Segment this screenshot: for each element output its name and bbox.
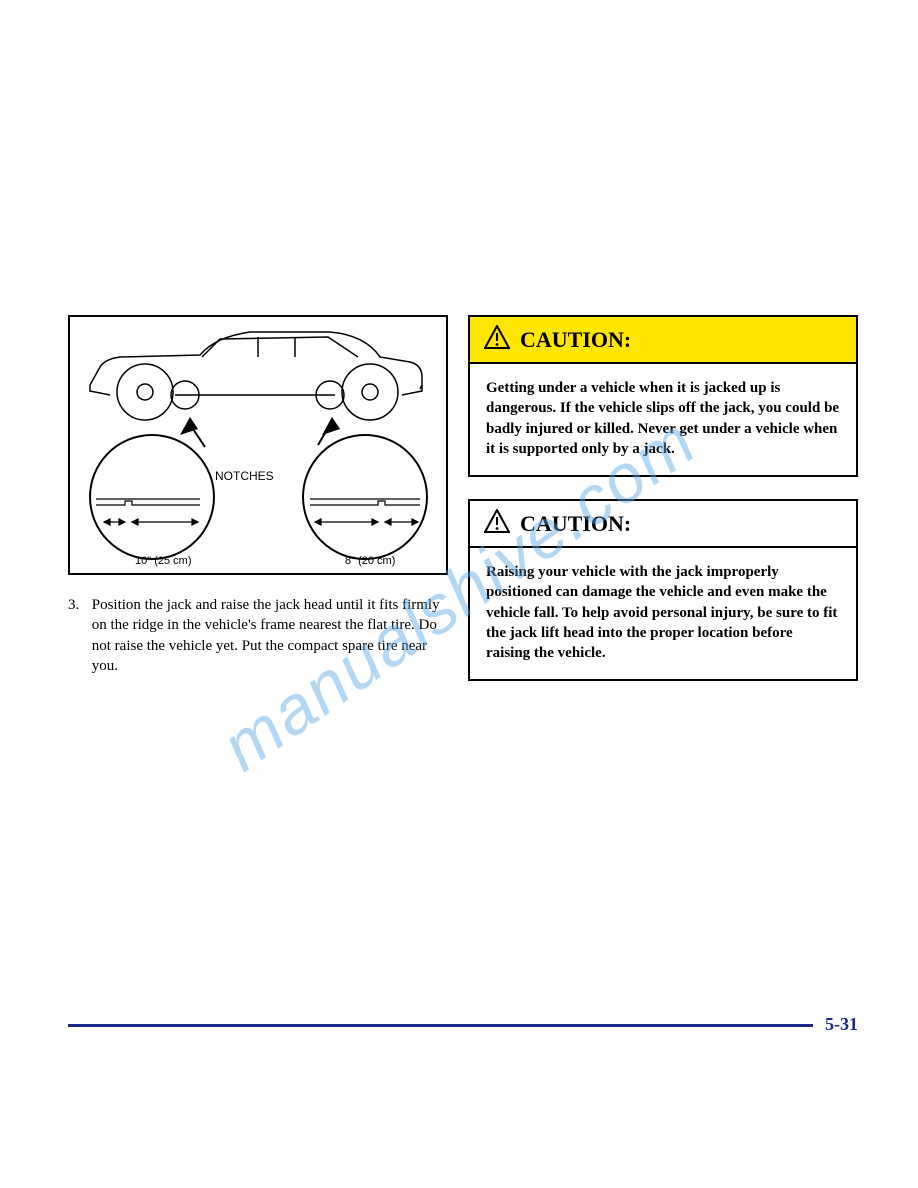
caution-box-1: CAUTION: Getting under a vehicle when it…	[468, 315, 858, 477]
jack-diagram: NOTCHES 10" (25 cm) 8" (20 cm)	[68, 315, 448, 575]
footer-rule	[68, 1024, 813, 1027]
right-column: CAUTION: Getting under a vehicle when it…	[468, 315, 858, 703]
notches-label: NOTCHES	[215, 469, 274, 483]
caution-header-1: CAUTION:	[470, 317, 856, 362]
caution-title-2: CAUTION:	[520, 511, 631, 537]
step-number: 3.	[68, 595, 88, 615]
dimension-left: 10" (25 cm)	[135, 555, 191, 567]
dimension-right: 8" (20 cm)	[345, 555, 395, 567]
left-column: NOTCHES 10" (25 cm) 8" (20 cm) 3. Positi…	[68, 315, 448, 676]
car-diagram-svg	[70, 317, 446, 573]
instruction-step: 3. Position the jack and raise the jack …	[68, 595, 448, 676]
warning-icon	[484, 509, 510, 538]
caution-header-2: CAUTION:	[470, 501, 856, 548]
step-text: Position the jack and raise the jack hea…	[92, 595, 442, 676]
warning-icon	[484, 325, 510, 354]
page-content: NOTCHES 10" (25 cm) 8" (20 cm) 3. Positi…	[68, 315, 858, 703]
page-footer: 5-31	[68, 1014, 858, 1018]
caution-body-2: Raising your vehicle with the jack impro…	[470, 548, 856, 679]
page-number: 5-31	[825, 1014, 858, 1035]
caution-box-2: CAUTION: Raising your vehicle with the j…	[468, 499, 858, 681]
caution-body-1: Getting under a vehicle when it is jacke…	[470, 362, 856, 475]
caution-title-1: CAUTION:	[520, 327, 631, 353]
